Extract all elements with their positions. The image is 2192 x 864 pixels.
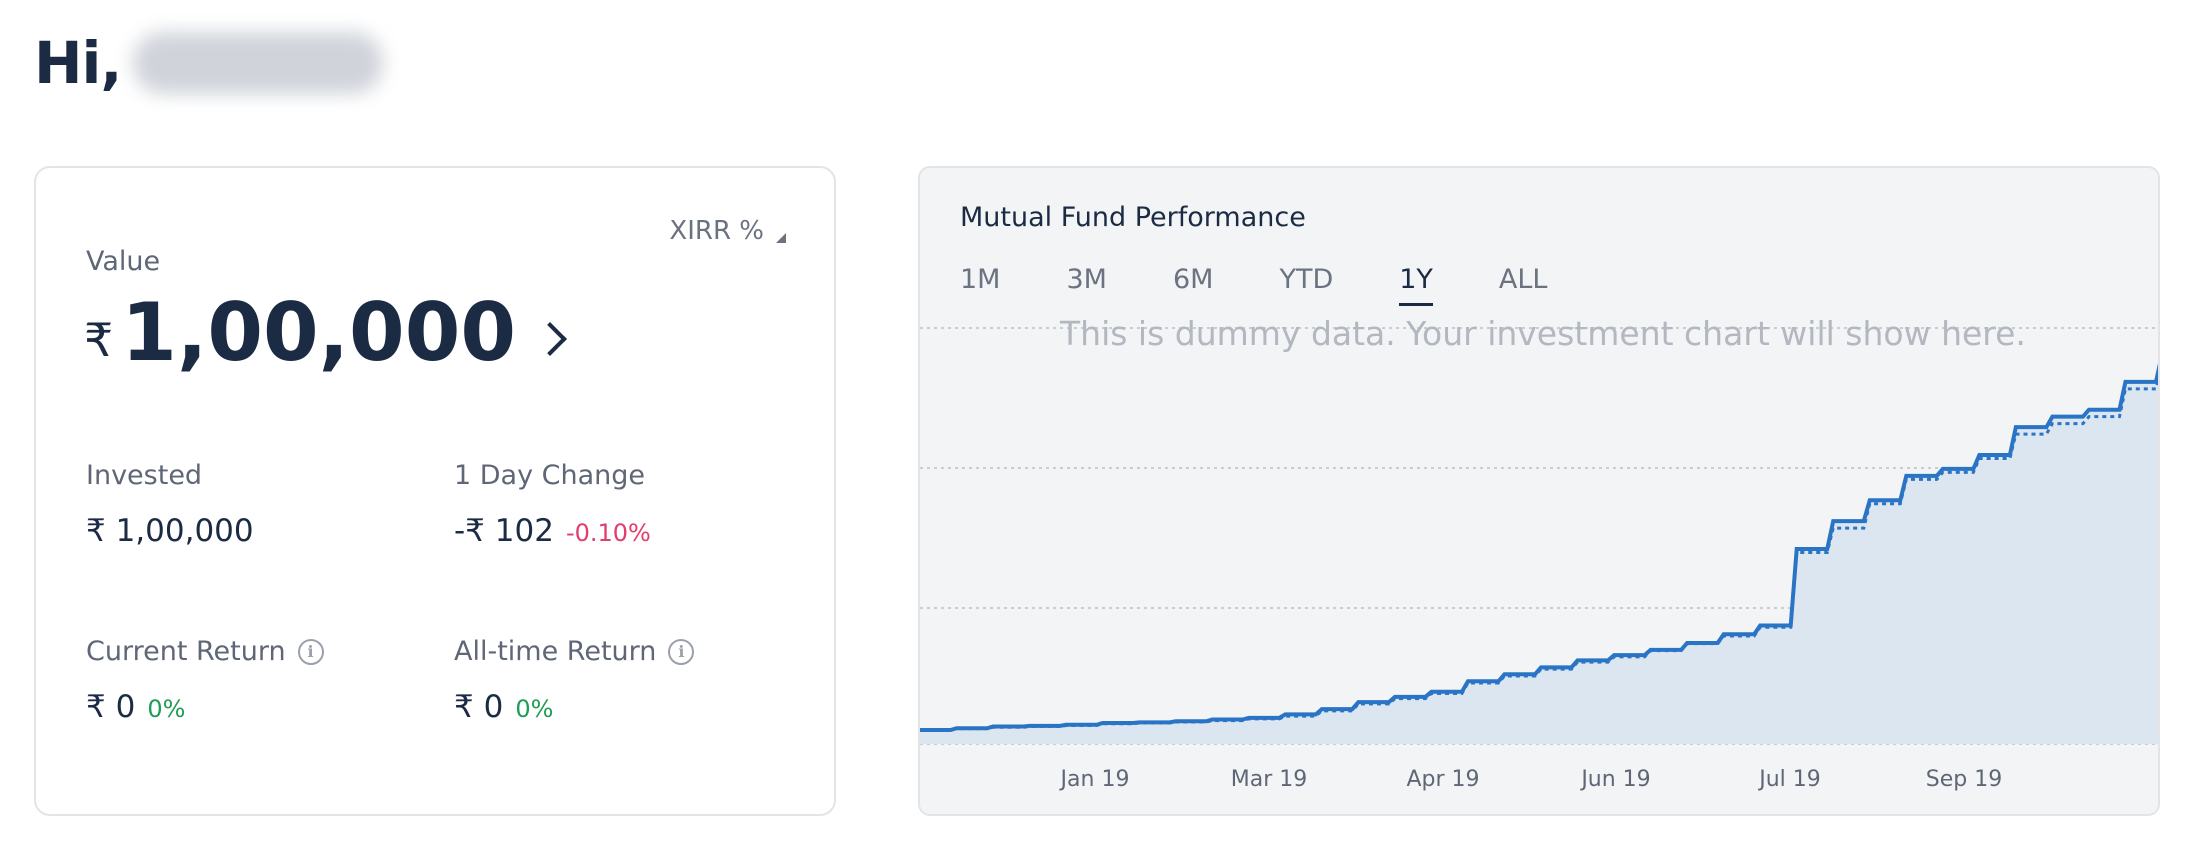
performance-chart: Jan 19 Mar 19 Apr 19 Jun 19 Jul 19 Sep 19 bbox=[920, 327, 2158, 792]
series-line-solid bbox=[920, 363, 2158, 732]
day-change-stat: 1 Day Change -₹ 102 -0.10% bbox=[454, 460, 651, 549]
tab-1m[interactable]: 1M bbox=[960, 264, 1001, 295]
alltime-return-percent: 0% bbox=[515, 695, 554, 723]
chevron-right-icon bbox=[533, 321, 568, 356]
day-change-percent: -0.10% bbox=[565, 519, 651, 547]
current-return-percent: 0% bbox=[147, 695, 186, 723]
current-return-label: Current Return bbox=[86, 636, 286, 667]
portfolio-value-link[interactable]: ₹ 1,00,000 bbox=[84, 286, 568, 379]
alltime-return-stat: All-time Return i ₹ 0 0% bbox=[454, 636, 695, 725]
performance-chart-card: Jan 19 Mar 19 Apr 19 Jun 19 Jul 19 Sep 19 Mut… bbox=[918, 166, 2160, 816]
info-icon[interactable]: i bbox=[668, 638, 695, 665]
x-tick-label: Jul 19 bbox=[1757, 767, 1821, 792]
alltime-return-label: All-time Return bbox=[454, 636, 657, 667]
value-label: Value bbox=[86, 246, 161, 277]
range-tabs: 1M 3M 6M YTD 1Y ALL bbox=[960, 264, 1613, 306]
day-change-value: -₹ 102 bbox=[454, 513, 554, 549]
invested-label: Invested bbox=[86, 460, 203, 491]
info-icon[interactable]: i bbox=[297, 638, 324, 665]
xirr-toggle[interactable]: XIRR % bbox=[669, 216, 786, 246]
tab-ytd[interactable]: YTD bbox=[1279, 264, 1334, 295]
blurred-user-name bbox=[133, 32, 384, 94]
greeting: Hi, bbox=[34, 26, 384, 100]
x-tick-label: Apr 19 bbox=[1406, 767, 1479, 792]
dummy-data-message: This is dummy data. Your investment char… bbox=[1060, 314, 2026, 353]
x-tick-label: Sep 19 bbox=[1926, 767, 2002, 792]
currency-symbol: ₹ bbox=[84, 312, 114, 367]
current-return-value: ₹ 0 bbox=[86, 689, 136, 725]
x-tick-label: Mar 19 bbox=[1231, 767, 1308, 792]
chart-title: Mutual Fund Performance bbox=[960, 202, 1306, 233]
current-return-stat: Current Return i ₹ 0 0% bbox=[86, 636, 324, 725]
greeting-prefix: Hi, bbox=[34, 29, 122, 97]
tab-3m[interactable]: 3M bbox=[1066, 264, 1107, 295]
alltime-return-value: ₹ 0 bbox=[454, 689, 504, 725]
caret-icon bbox=[776, 233, 786, 243]
xirr-label: XIRR % bbox=[669, 216, 764, 246]
invested-stat: Invested ₹ 1,00,000 bbox=[86, 460, 254, 549]
tab-all[interactable]: ALL bbox=[1498, 264, 1548, 295]
x-tick-label: Jan 19 bbox=[1059, 767, 1130, 792]
area-fill bbox=[920, 372, 2158, 744]
tab-6m[interactable]: 6M bbox=[1172, 264, 1214, 295]
portfolio-value: 1,00,000 bbox=[121, 286, 517, 379]
portfolio-summary-card: XIRR % Value ₹ 1,00,000 Invested ₹ 1,00,… bbox=[34, 166, 836, 816]
tab-1y[interactable]: 1Y bbox=[1399, 264, 1433, 306]
invested-value: ₹ 1,00,000 bbox=[86, 513, 254, 549]
x-tick-label: Jun 19 bbox=[1579, 767, 1650, 792]
day-change-label: 1 Day Change bbox=[454, 460, 646, 491]
